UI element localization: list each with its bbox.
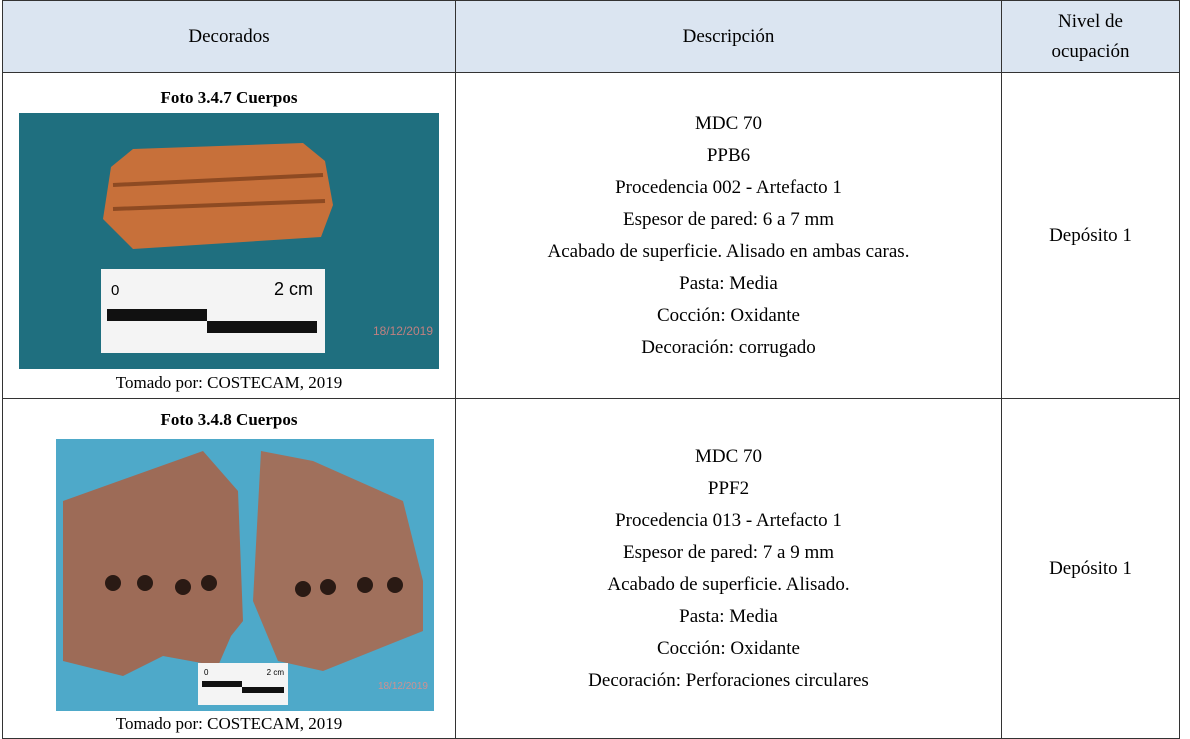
caption: Foto 3.4.8 Cuerpos — [160, 410, 298, 429]
photo-cell: Foto 3.4.7 Cuerpos 0 2 cm 18/12/2019 Tom… — [2, 72, 456, 399]
scale-bar — [207, 321, 317, 333]
description-line: Pasta: Media — [679, 605, 778, 627]
groove — [112, 173, 326, 211]
description-line: Decoración: corrugado — [641, 336, 816, 358]
scale-zero: 0 — [204, 668, 209, 677]
description-line: Pasta: Media — [679, 272, 778, 294]
credit: Tomado por: COSTECAM, 2019 — [115, 373, 343, 392]
scale-unit: 2 cm — [267, 668, 285, 677]
shard — [63, 451, 243, 676]
description-cell: MDC 70 PPF2 Procedencia 013 - Artefacto … — [455, 398, 1002, 739]
credit: Tomado por: COSTECAM, 2019 — [115, 714, 343, 733]
photo-date: 18/12/2019 — [373, 324, 433, 338]
row: Foto 3.4.8 Cuerpos 0 2 cm 18/12/2019 Tom… — [2, 398, 1180, 739]
level-cell: Depósito 1 — [1001, 398, 1180, 739]
header-cell: Nivel de ocupación — [1001, 0, 1180, 73]
description-line: Procedencia 002 - Artefacto 1 — [615, 176, 842, 198]
description: MDC 70 PPB6 Procedencia 002 - Artefacto … — [534, 108, 924, 364]
description-cell: MDC 70 PPB6 Procedencia 002 - Artefacto … — [455, 72, 1002, 399]
caption: Foto 3.4.7 Cuerpos — [160, 88, 298, 107]
scale-bar — [202, 681, 242, 687]
level-cell: Depósito 1 — [1001, 72, 1180, 399]
description-line: MDC 70 — [694, 112, 763, 134]
shard — [103, 143, 333, 249]
holes — [105, 575, 403, 597]
description-line: PPB6 — [706, 144, 751, 166]
description-line: Espesor de pared: 7 a 9 mm — [622, 541, 835, 563]
photo: 0 2 cm 18/12/2019 — [56, 439, 434, 711]
description-line: Acabado de superficie. Alisado en ambas … — [547, 240, 910, 262]
description-line: Espesor de pared: 6 a 7 mm — [622, 208, 835, 230]
description-line: Cocción: Oxidante — [657, 304, 800, 326]
scale-unit: 2 cm — [274, 279, 313, 299]
row: Foto 3.4.7 Cuerpos 0 2 cm 18/12/2019 Tom… — [2, 72, 1180, 399]
description-line: Decoración: Perforaciones circulares — [588, 669, 869, 691]
header-row: Decorados Descripción Nivel de ocupación — [2, 0, 1180, 73]
description-line: Cocción: Oxidante — [657, 637, 800, 659]
description: MDC 70 PPF2 Procedencia 013 - Artefacto … — [534, 441, 924, 697]
description-line: Acabado de superficie. Alisado. — [607, 573, 850, 595]
photo: 0 2 cm 18/12/2019 — [19, 113, 439, 369]
header-cell: Descripción — [455, 0, 1002, 73]
photo-cell: Foto 3.4.8 Cuerpos 0 2 cm 18/12/2019 Tom… — [2, 398, 456, 739]
header-cell: Decorados — [2, 0, 456, 73]
scale-bar — [242, 687, 284, 693]
description-line: Procedencia 013 - Artefacto 1 — [615, 509, 842, 531]
description-line: MDC 70 — [694, 445, 763, 467]
description-line: PPF2 — [707, 477, 750, 499]
shard — [253, 451, 423, 671]
scale-zero: 0 — [111, 282, 119, 299]
scale-bar — [107, 309, 207, 321]
photo-date: 18/12/2019 — [378, 681, 428, 692]
